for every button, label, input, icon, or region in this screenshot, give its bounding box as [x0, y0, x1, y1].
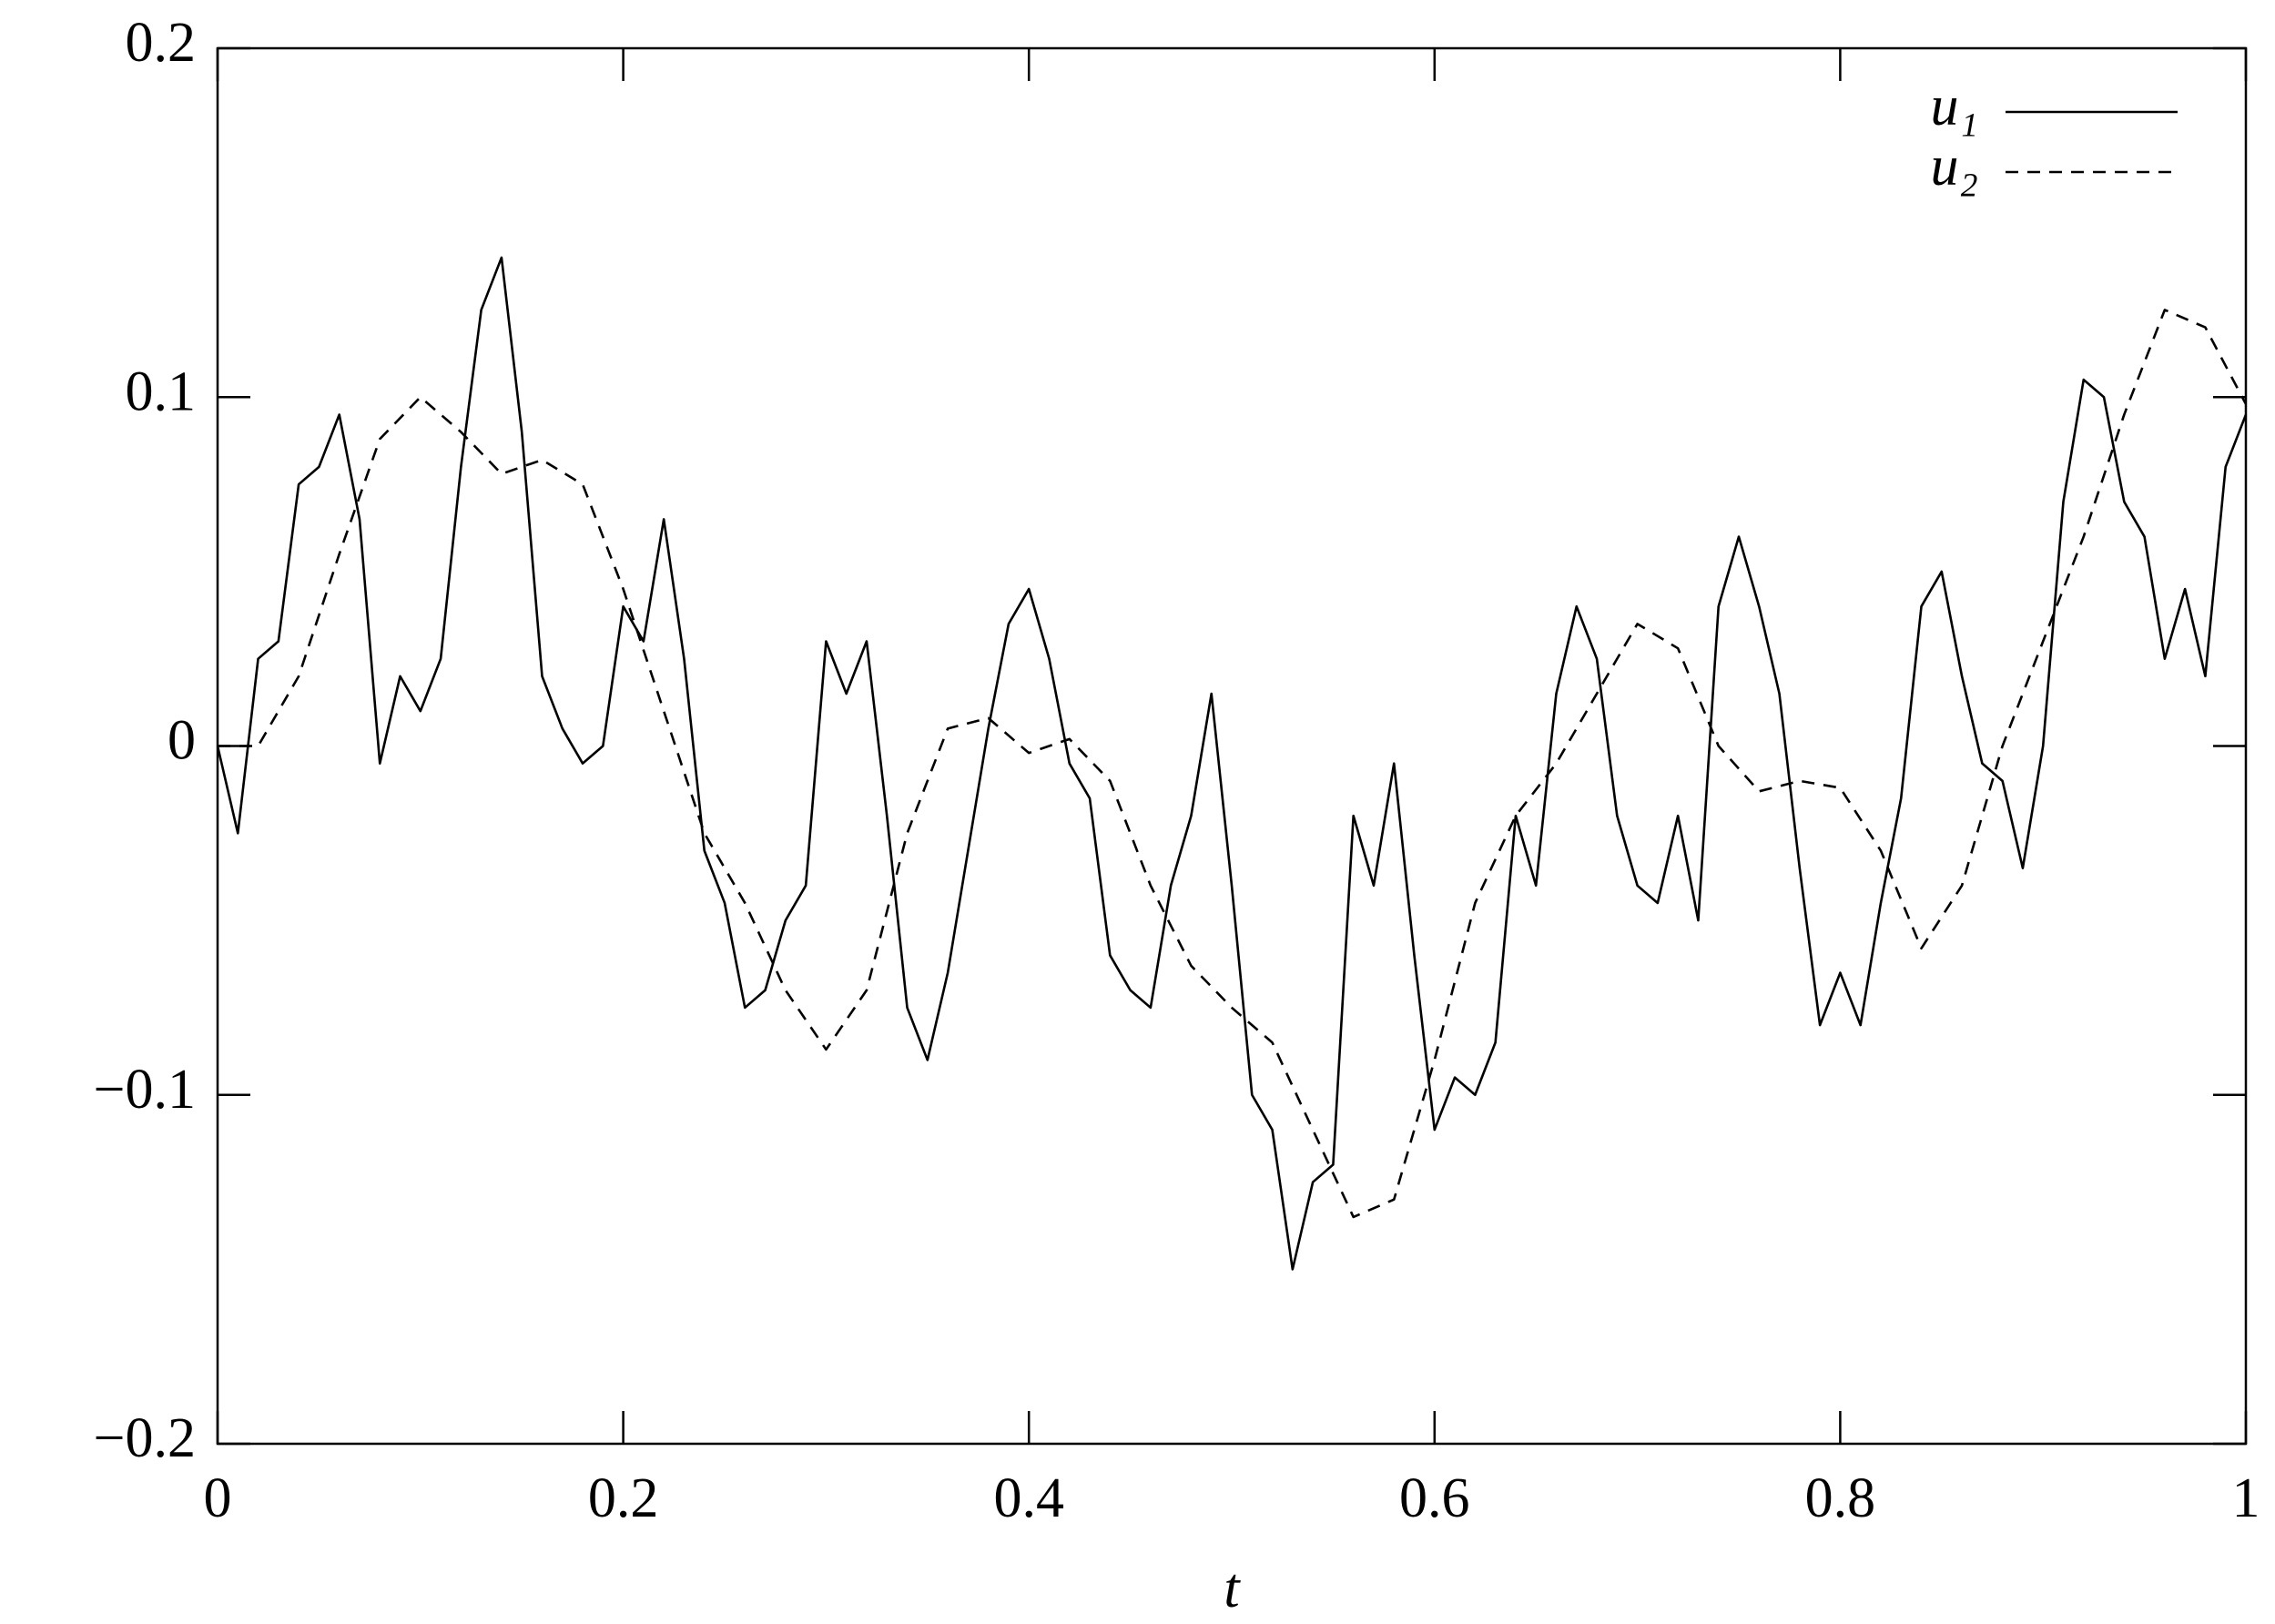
x-tick-label: 0.6: [1399, 1467, 1470, 1529]
x-axis-label: t: [1224, 1558, 1241, 1619]
x-tick-label: 0.4: [993, 1467, 1064, 1529]
y-tick-label: 0: [168, 710, 196, 772]
y-tick-label: −0.2: [94, 1407, 196, 1469]
legend-label: u₂: [1930, 136, 1978, 198]
y-tick-label: 0.2: [126, 12, 197, 74]
x-tick-label: 1: [2232, 1467, 2260, 1529]
legend-label: u₁: [1930, 76, 1978, 137]
data-line: [218, 309, 2248, 1219]
y-tick-label: 0.1: [126, 360, 197, 422]
data-line: [216, 256, 2248, 1271]
x-tick-label: 0: [204, 1467, 232, 1529]
y-tick-label: −0.1: [94, 1059, 196, 1121]
plot-frame: [216, 46, 2248, 1446]
x-tick-label: 0.8: [1805, 1467, 1876, 1529]
x-tick-label: 0.2: [588, 1467, 659, 1529]
